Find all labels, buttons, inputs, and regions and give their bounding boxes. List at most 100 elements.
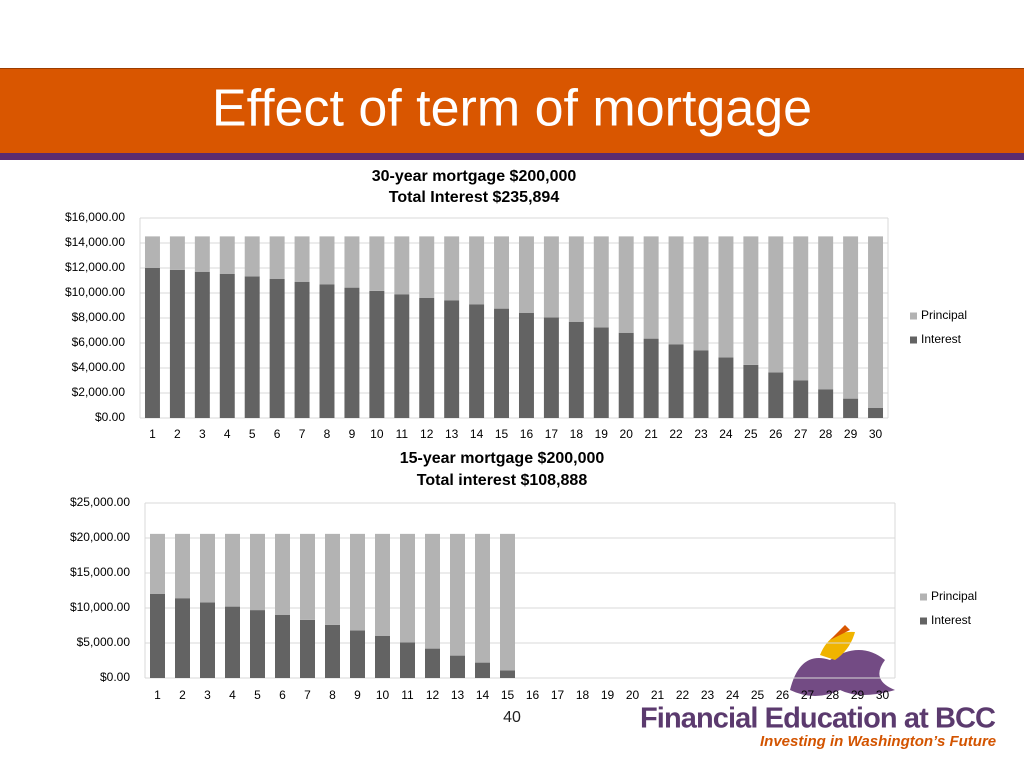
y-tick-label: $0.00 <box>100 670 130 684</box>
legend-swatch <box>920 593 927 601</box>
bar-segment <box>250 610 265 678</box>
bar-segment <box>419 236 435 298</box>
logo-title: Financial Education at BCC <box>640 703 996 735</box>
bar-segment <box>643 338 659 418</box>
bar-segment <box>818 389 834 418</box>
bar-segment <box>319 284 335 418</box>
bar-segment <box>469 236 485 305</box>
x-tick-label: 3 <box>199 427 206 441</box>
y-tick-label: $10,000.00 <box>70 600 130 614</box>
x-tick-label: 26 <box>776 688 790 702</box>
x-tick-label: 13 <box>451 688 465 702</box>
bar-segment <box>743 364 759 418</box>
bar-segment <box>294 281 310 418</box>
x-tick-label: 19 <box>601 688 615 702</box>
x-tick-label: 17 <box>551 688 565 702</box>
bar-segment <box>244 276 260 418</box>
bar-segment <box>444 300 460 418</box>
bar-segment <box>668 236 684 345</box>
bar-segment <box>244 236 260 277</box>
bar-segment <box>300 619 315 678</box>
x-tick-label: 28 <box>819 427 833 441</box>
logo-subtitle: Investing in Washington’s Future <box>760 733 996 750</box>
bar-segment <box>793 380 809 418</box>
x-tick-label: 11 <box>401 688 414 702</box>
y-tick-label: $10,000.00 <box>65 285 125 299</box>
bar-segment <box>144 268 160 418</box>
x-tick-label: 13 <box>445 427 459 441</box>
bar-segment <box>868 408 884 418</box>
x-tick-label: 4 <box>224 427 231 441</box>
y-tick-label: $14,000.00 <box>65 235 125 249</box>
legend-label: Principal <box>931 589 977 603</box>
x-tick-label: 8 <box>324 427 331 441</box>
x-tick-label: 20 <box>626 688 640 702</box>
bar-segment <box>344 287 360 418</box>
bar-segment <box>518 313 534 418</box>
bar-segment <box>475 533 490 663</box>
bar-segment <box>500 670 515 678</box>
legend-label: Principal <box>921 308 967 322</box>
bar-segment <box>325 624 340 678</box>
chart-title: 30-year mortgage $200,000 <box>372 168 577 185</box>
bar-segment <box>868 236 884 408</box>
x-tick-label: 22 <box>676 688 690 702</box>
x-tick-label: 9 <box>349 427 356 441</box>
bar-segment <box>369 290 385 418</box>
bar-segment <box>175 533 190 599</box>
x-tick-label: 25 <box>744 427 758 441</box>
page-number: 40 <box>503 709 521 726</box>
bar-segment <box>219 274 235 418</box>
bar-segment <box>450 655 465 678</box>
bar-segment <box>593 327 609 418</box>
bar-segment <box>350 630 365 678</box>
chart-title: Total Interest $235,894 <box>389 189 560 206</box>
bar-segment <box>693 350 709 418</box>
bar-segment <box>150 533 165 594</box>
bar-segment <box>425 648 440 678</box>
x-tick-label: 14 <box>476 688 490 702</box>
chart-title: Total interest $108,888 <box>417 472 588 489</box>
x-tick-label: 29 <box>851 688 865 702</box>
x-tick-label: 24 <box>726 688 740 702</box>
title-bar-edge <box>0 68 1024 69</box>
bar-segment <box>344 236 360 288</box>
x-tick-label: 2 <box>174 427 181 441</box>
bar-segment <box>494 308 510 418</box>
bar-segment <box>768 372 784 418</box>
x-tick-label: 6 <box>274 427 281 441</box>
y-tick-label: $6,000.00 <box>72 335 126 349</box>
bar-segment <box>394 236 410 295</box>
x-tick-label: 15 <box>501 688 515 702</box>
bar-segment <box>275 533 290 615</box>
bar-segment <box>250 533 265 611</box>
bar-segment <box>743 236 759 365</box>
y-tick-label: $12,000.00 <box>65 260 125 274</box>
x-tick-label: 16 <box>520 427 534 441</box>
x-tick-label: 23 <box>694 427 708 441</box>
bar-segment <box>618 332 634 418</box>
x-tick-label: 24 <box>719 427 733 441</box>
bar-segment <box>144 236 160 268</box>
bar-segment <box>693 236 709 351</box>
title-underline <box>0 153 1024 160</box>
x-tick-label: 19 <box>595 427 609 441</box>
bar-segment <box>568 236 584 322</box>
bar-segment <box>294 236 310 282</box>
x-tick-label: 21 <box>651 688 665 702</box>
bar-segment <box>843 236 859 399</box>
x-tick-label: 7 <box>299 427 306 441</box>
y-tick-label: $5,000.00 <box>77 635 131 649</box>
x-tick-label: 9 <box>354 688 361 702</box>
x-tick-label: 30 <box>869 427 883 441</box>
x-tick-label: 10 <box>376 688 390 702</box>
x-tick-label: 26 <box>769 427 783 441</box>
bar-segment <box>194 236 210 272</box>
bar-segment <box>768 236 784 373</box>
x-tick-label: 18 <box>576 688 590 702</box>
x-tick-label: 27 <box>801 688 815 702</box>
bar-segment <box>169 236 185 270</box>
y-tick-label: $0.00 <box>95 410 125 424</box>
bar-segment <box>225 533 240 607</box>
